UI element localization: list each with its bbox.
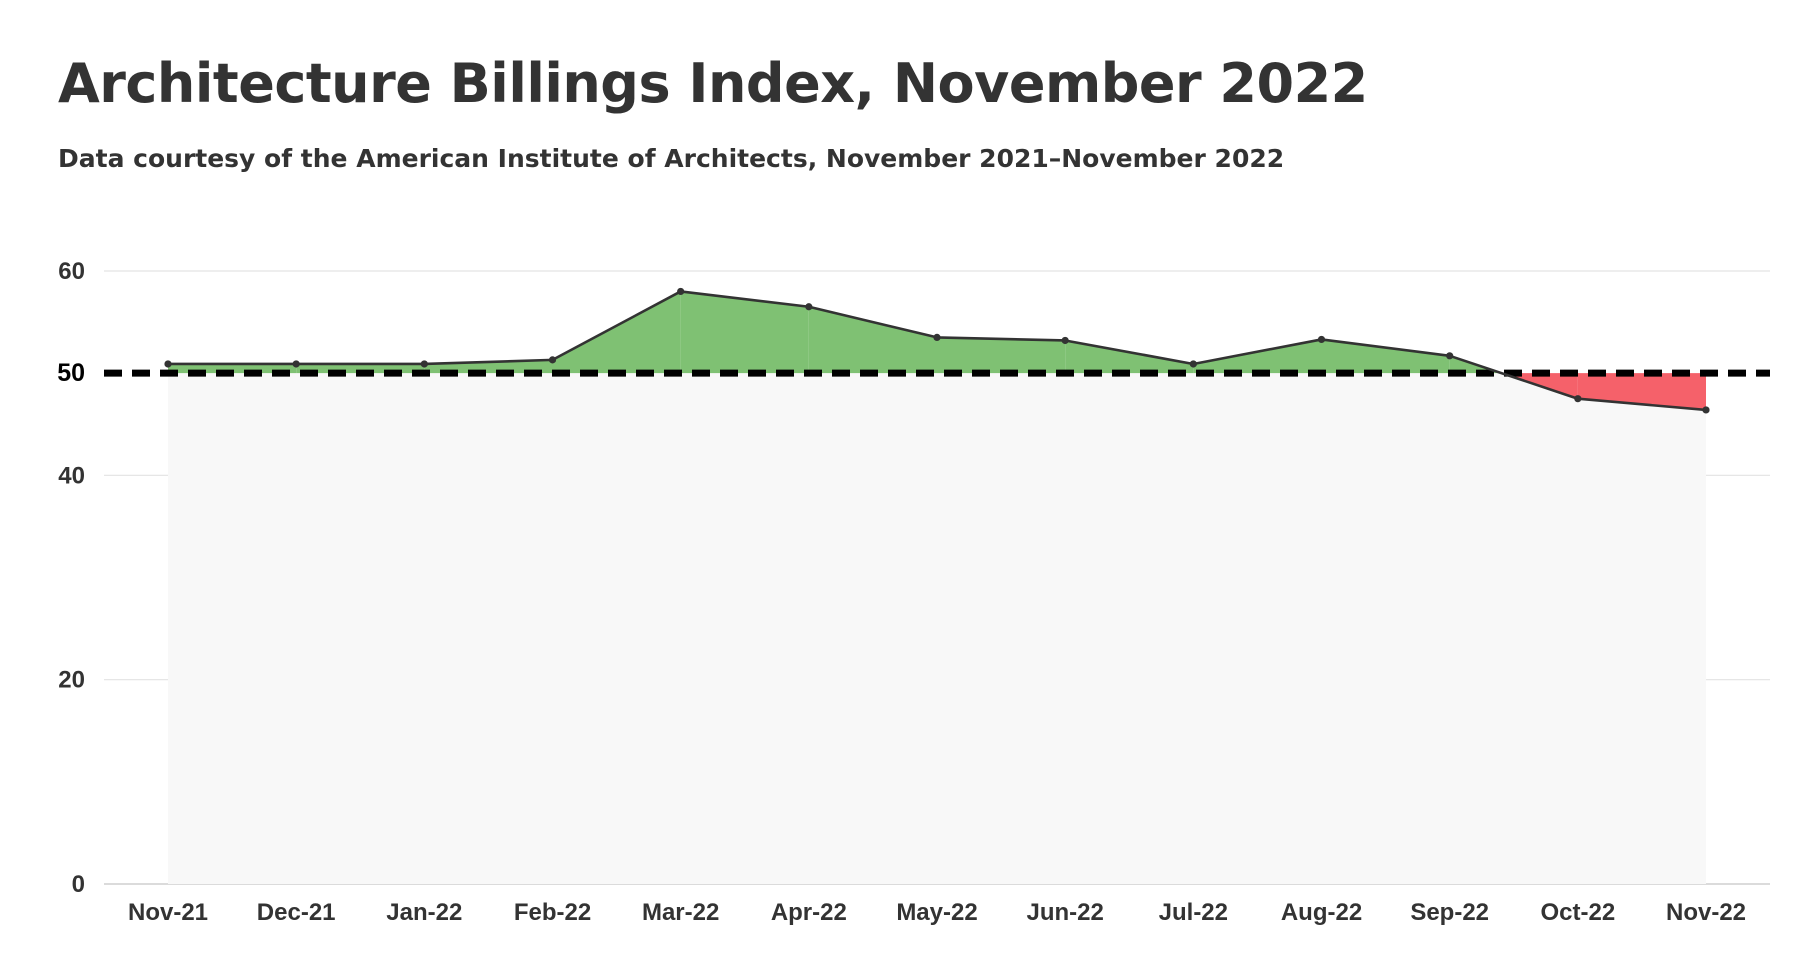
data-point-oct-22 — [1574, 395, 1582, 403]
data-point-mar-22 — [677, 287, 685, 296]
y-tick-label-40: 40 — [58, 462, 85, 489]
area-above-5 — [808, 306, 937, 374]
chart-subtitle: Data courtesy of the American Institute … — [58, 144, 1285, 173]
chart-title: Architecture Billings Index, November 20… — [58, 52, 1368, 115]
x-tick-label-nov-21: Nov-21 — [128, 899, 208, 926]
area-above-6 — [937, 337, 1066, 374]
plot-band-rect — [168, 373, 1706, 884]
data-point-may-22 — [933, 333, 941, 342]
y-tick-label-60: 60 — [58, 258, 85, 285]
area-above-3 — [552, 291, 681, 374]
y-tick-label-0: 0 — [72, 871, 85, 898]
data-point-nov-21 — [164, 360, 172, 368]
area-above-8 — [1193, 339, 1322, 374]
data-point-nov-22 — [1702, 406, 1710, 414]
data-points — [164, 287, 1710, 414]
x-tick-label-jul-22: Jul-22 — [1159, 899, 1228, 926]
x-tick-label-nov-22: Nov-22 — [1666, 899, 1746, 926]
area-above-9 — [1321, 339, 1450, 374]
area-above-4 — [680, 291, 809, 374]
x-tick-label-oct-22: Oct-22 — [1540, 899, 1615, 926]
x-tick-label-jun-22: Jun-22 — [1026, 899, 1103, 926]
x-tick-label-aug-22: Aug-22 — [1281, 899, 1362, 926]
x-tick-label-mar-22: Mar-22 — [642, 899, 719, 926]
data-point-dec-21 — [292, 360, 300, 368]
data-point-feb-22 — [548, 356, 557, 364]
y-tick-label-20: 20 — [58, 667, 85, 694]
x-axis-ticks: Nov-21 Dec-21 Jan-22 Feb-22 Mar-22 Apr-22 May-… — [128, 899, 1746, 926]
x-tick-label-jan-22: Jan-22 — [386, 899, 462, 926]
area-above-7 — [1065, 340, 1194, 374]
y-axis-ticks: 0 20 40 50 60 — [57, 258, 85, 898]
data-point-jun-22 — [1061, 336, 1069, 345]
y-tick-label-50: 50 — [57, 359, 85, 387]
x-tick-label-dec-21: Dec-21 — [257, 899, 336, 926]
x-tick-label-sep-22: Sep-22 — [1410, 899, 1489, 926]
x-tick-label-apr-22: Apr-22 — [771, 899, 847, 926]
plot-band — [168, 373, 1706, 884]
x-tick-label-may-22: May-22 — [896, 899, 977, 926]
data-point-aug-22 — [1317, 335, 1326, 344]
data-point-apr-22 — [805, 303, 813, 311]
data-point-jul-22 — [1189, 360, 1197, 368]
x-tick-label-feb-22: Feb-22 — [514, 899, 591, 926]
data-point-sep-22 — [1446, 352, 1454, 360]
data-point-jan-22 — [420, 360, 428, 368]
